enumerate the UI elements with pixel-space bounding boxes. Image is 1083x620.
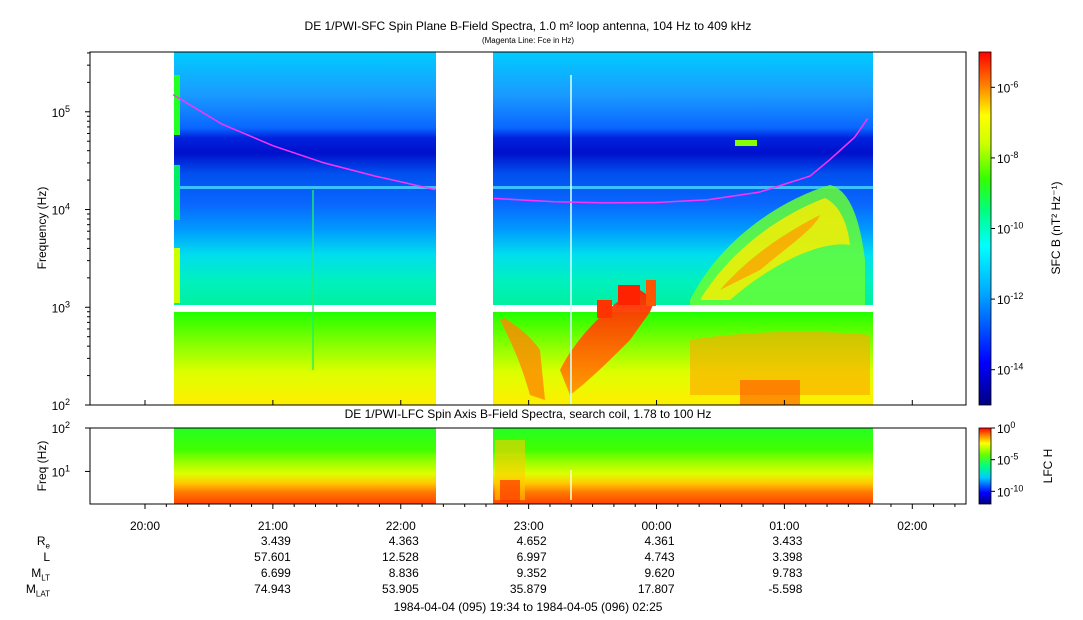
lfc-title: DE 1/PWI-LFC Spin Axis B-Field Spectra, … bbox=[344, 407, 712, 421]
x-tick-label: 22:00 bbox=[386, 519, 416, 533]
ephemeris-value: 4.363 bbox=[388, 534, 419, 548]
lfc-colorbar-ticks: 100 10-5 10-10 bbox=[991, 420, 1023, 499]
sfc-colorbar-tick-label: 10-6 bbox=[997, 79, 1018, 95]
ephemeris-value: 4.743 bbox=[644, 550, 675, 564]
lfc-colorbar-tick-label: 10-10 bbox=[997, 483, 1023, 499]
fce-line-segment-2 bbox=[494, 118, 869, 204]
lfc-segment-2 bbox=[493, 428, 873, 504]
time-range-footer: 1984-04-04 (095) 19:34 to 1984-04-05 (09… bbox=[393, 600, 663, 614]
ephemeris-row-label: MLAT bbox=[25, 582, 50, 599]
ephemeris-value: 53.905 bbox=[382, 582, 419, 596]
ephemeris-value: 4.652 bbox=[516, 534, 547, 548]
ephemeris-row-label: L bbox=[43, 550, 50, 564]
lfc-colorbar-tick-label: 100 bbox=[997, 420, 1015, 436]
lfc-y-tick-label: 101 bbox=[52, 463, 70, 479]
sfc-colorbar-tick-label: 10-12 bbox=[997, 291, 1023, 307]
lfc-plot-frame bbox=[89, 427, 967, 505]
x-tick-label: 00:00 bbox=[642, 519, 672, 533]
sfc-colorbar-tick-label: 10-10 bbox=[997, 221, 1023, 237]
ephemeris-value: 12.528 bbox=[382, 550, 419, 564]
x-tick-label: 23:00 bbox=[514, 519, 544, 533]
sfc-y-tick-label: 102 bbox=[52, 397, 70, 413]
sfc-colorbar-ticks: 10-6 10-8 10-10 10-12 10-14 bbox=[991, 79, 1023, 378]
lfc-colorbar-tick-label: 10-5 bbox=[997, 452, 1018, 468]
ephemeris-value: 57.601 bbox=[254, 550, 291, 564]
x-tick-label: 02:00 bbox=[897, 519, 927, 533]
ephemeris-value: 6.997 bbox=[516, 550, 547, 564]
sfc-segment-1-high bbox=[174, 52, 436, 305]
ephemeris-value: 17.807 bbox=[637, 582, 675, 596]
sfc-colorbar bbox=[978, 51, 992, 406]
sfc-y-axis-label: Frequency (Hz) bbox=[35, 187, 49, 270]
sfc-colorbar-tick-label: 10-14 bbox=[997, 362, 1023, 378]
sfc-y-tick-label: 104 bbox=[52, 202, 70, 218]
ephemeris-value: 9.783 bbox=[772, 566, 803, 580]
ephemeris-value: 3.439 bbox=[260, 534, 291, 548]
ephemeris-row-label: MLT bbox=[31, 566, 50, 583]
sfc-colorbar-tick-label: 10-8 bbox=[997, 150, 1018, 166]
x-tick-label: 21:00 bbox=[258, 519, 288, 533]
sfc-y-axis: 102 103 104 105 bbox=[52, 52, 90, 413]
ephemeris-row-label: Re bbox=[36, 534, 50, 551]
ephemeris-value: -5.598 bbox=[768, 582, 803, 596]
ephemeris-value: 3.398 bbox=[772, 550, 803, 564]
x-axis: 20:00 21:00 22:00 23:00 00:00 01:00 02:00 bbox=[130, 400, 956, 533]
ephemeris-value: 6.699 bbox=[260, 566, 291, 580]
ephemeris-value: 8.836 bbox=[388, 566, 419, 580]
lfc-y-tick-label: 102 bbox=[52, 420, 70, 436]
sfc-plot-frame bbox=[89, 51, 967, 406]
sfc-y-tick-label: 105 bbox=[52, 104, 70, 120]
fce-line-segment-1 bbox=[172, 93, 436, 191]
sfc-y-tick-label: 103 bbox=[52, 299, 70, 315]
lfc-colorbar bbox=[978, 427, 992, 505]
ephemeris-value: 9.620 bbox=[644, 566, 675, 580]
x-tick-label: 20:00 bbox=[130, 519, 160, 533]
ephemeris-value: 74.943 bbox=[254, 582, 291, 596]
lfc-y-axis: 101 102 bbox=[52, 420, 90, 479]
sfc-subtitle: (Magenta Line: Fce in Hz) bbox=[481, 36, 575, 45]
lfc-segment-1 bbox=[174, 428, 436, 504]
lfc-colorbar-label: LFC H bbox=[1041, 449, 1055, 484]
ephemeris-value: 35.879 bbox=[509, 582, 547, 596]
ephemeris-value: 4.361 bbox=[644, 534, 675, 548]
x-tick-label: 01:00 bbox=[769, 519, 799, 533]
ephemeris-value: 3.433 bbox=[772, 534, 803, 548]
sfc-title: DE 1/PWI-SFC Spin Plane B-Field Spectra,… bbox=[304, 19, 752, 33]
sfc-segment-1-low bbox=[174, 312, 436, 405]
lfc-spectrogram bbox=[174, 428, 873, 504]
sfc-spectrogram bbox=[172, 52, 873, 405]
sfc-colorbar-label: SFC B (nT² Hz⁻¹) bbox=[1049, 182, 1063, 275]
lfc-y-axis-label: Freq (Hz) bbox=[35, 441, 49, 492]
ephemeris-value: 9.352 bbox=[516, 566, 547, 580]
